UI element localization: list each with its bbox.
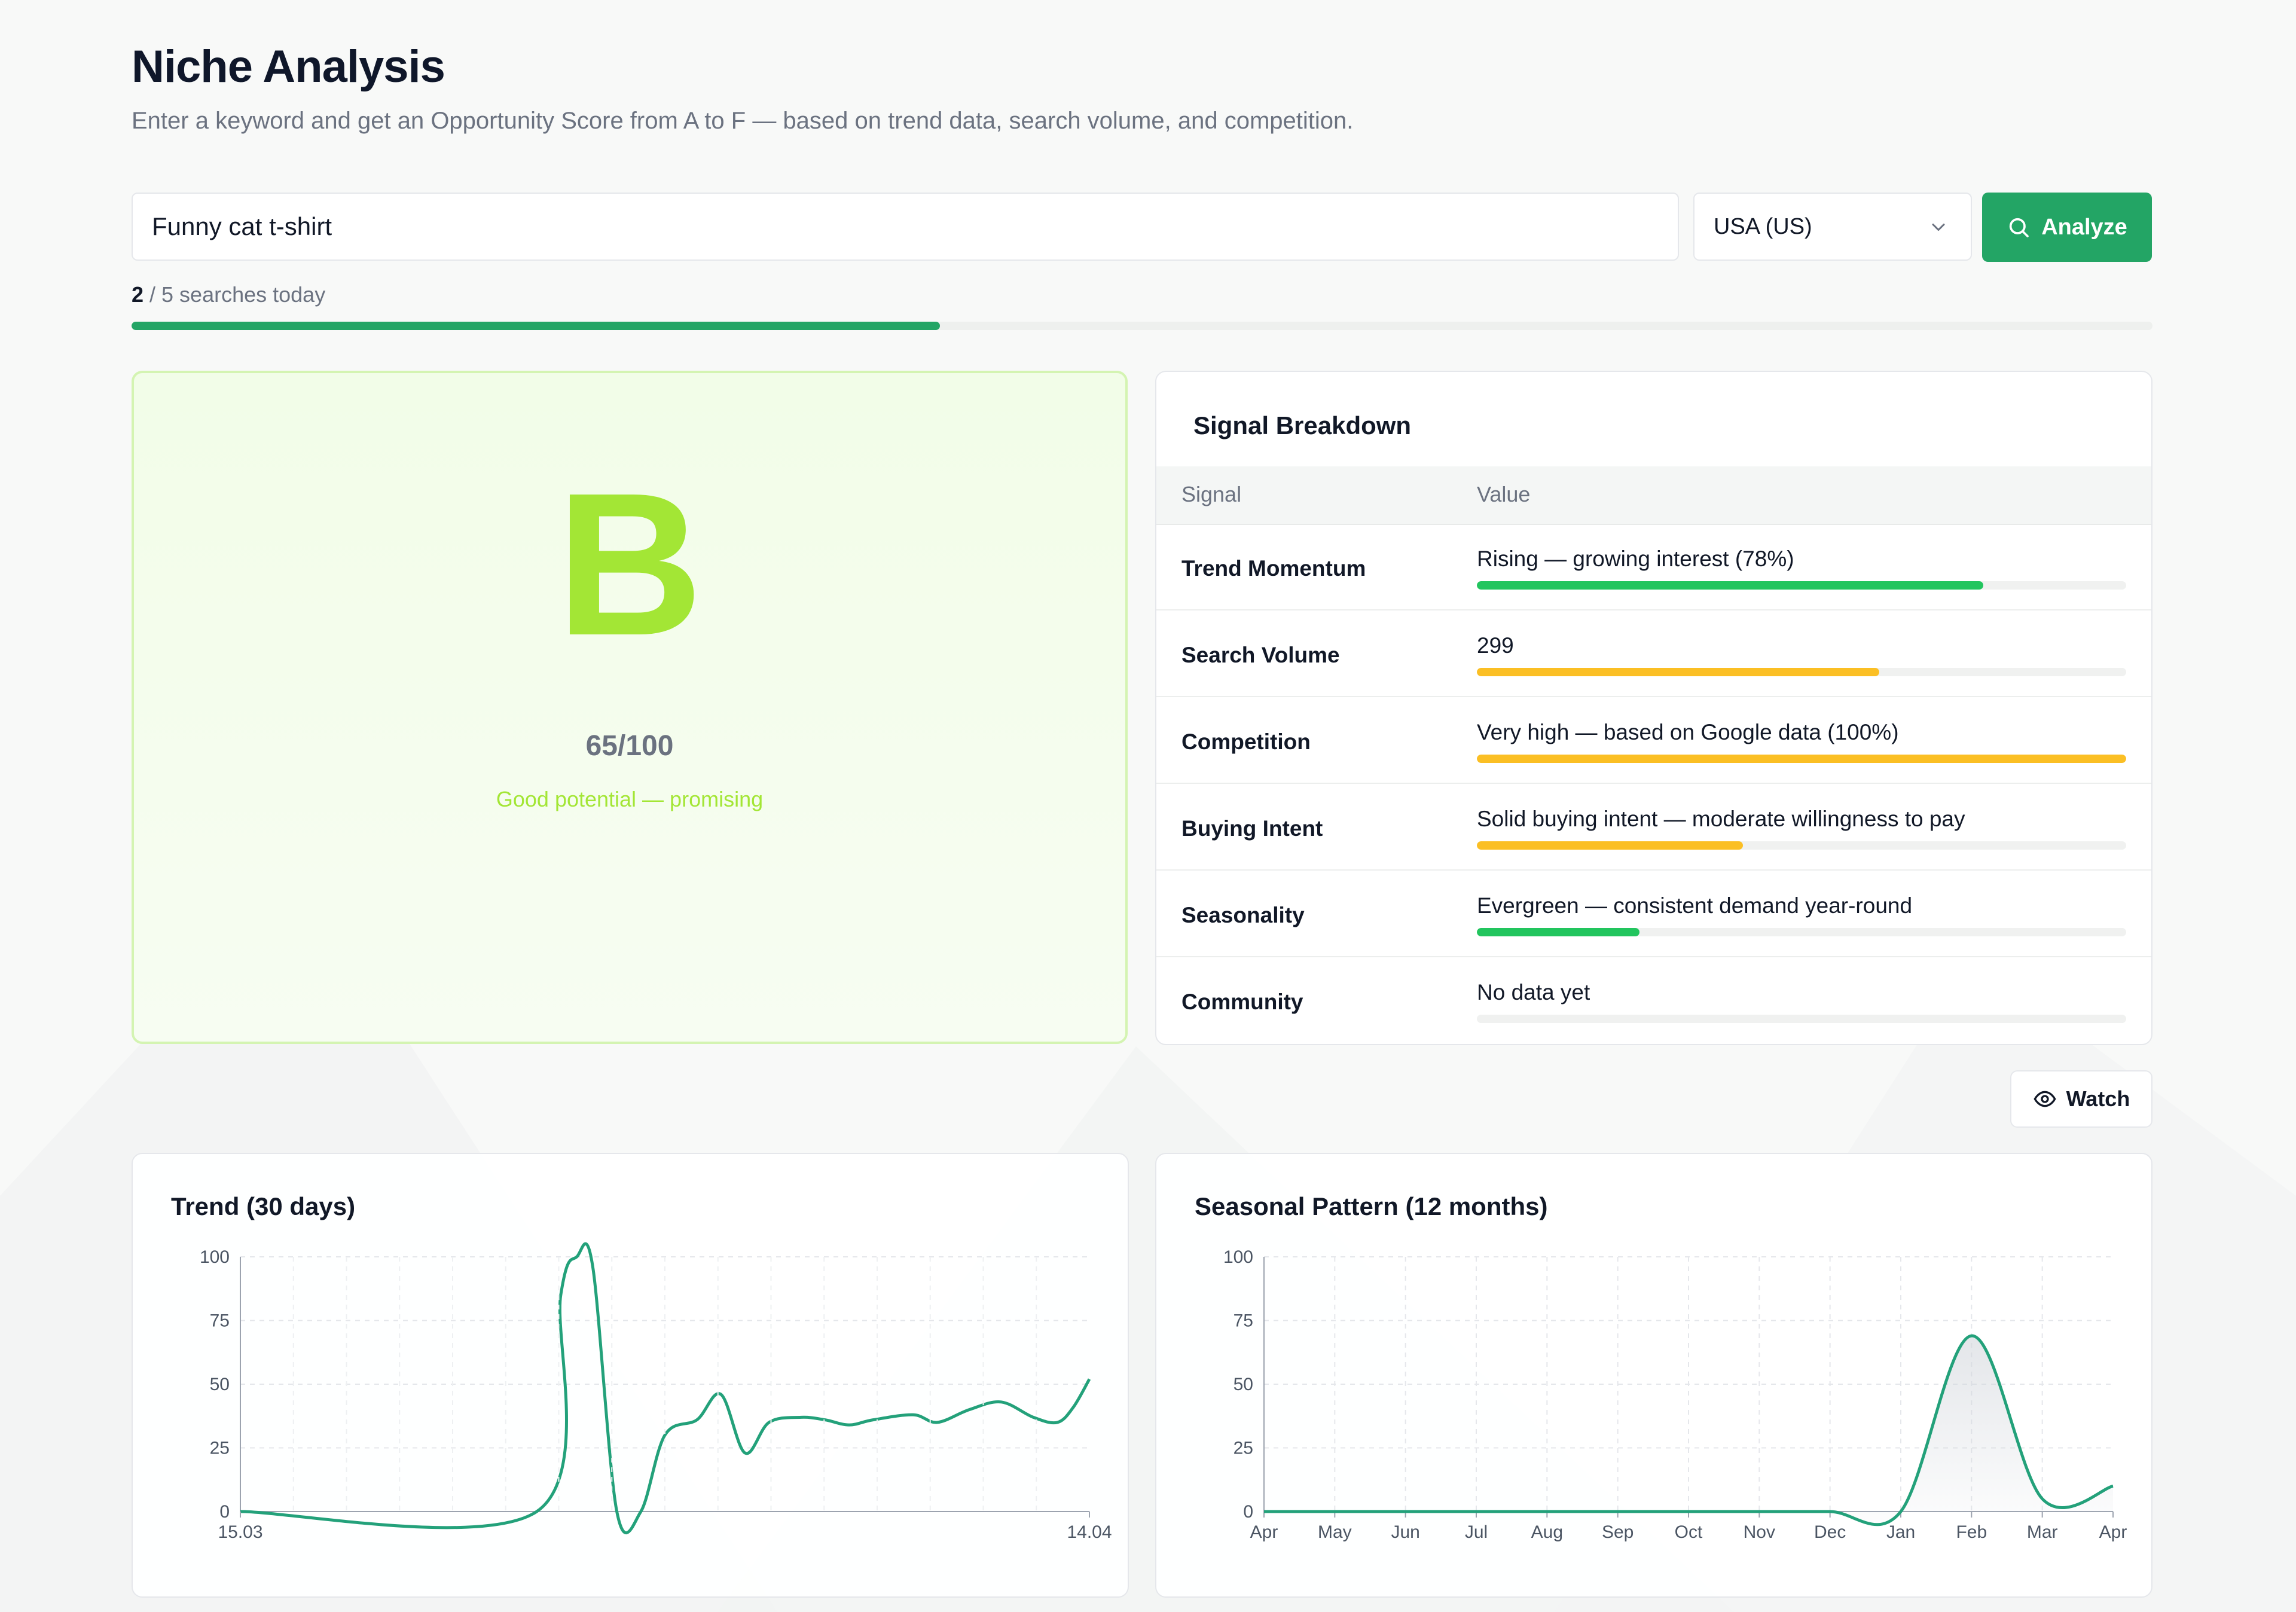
signal-name: Search Volume bbox=[1181, 643, 1340, 667]
opportunity-score: 65/100 bbox=[585, 730, 674, 762]
signal-value: Evergreen — consistent demand year-round bbox=[1477, 893, 1913, 918]
seasonal-chart: 0 25 50 75 100 Apr May Jun Jul Aug Sep Oct Nov Dec Jan… bbox=[1223, 1247, 2127, 1542]
signal-bar-fill bbox=[1477, 581, 1984, 590]
x-tick-label: Jul bbox=[1465, 1522, 1488, 1542]
signal-breakdown-card: Signal Breakdown Signal Value Trend Mome… bbox=[1155, 371, 2152, 1045]
signal-bar bbox=[1477, 928, 2126, 936]
signal-row: Trend Momentum Rising — growing interest … bbox=[1156, 524, 2151, 610]
signal-name: Competition bbox=[1181, 729, 1311, 754]
x-tick-label: Apr bbox=[2099, 1522, 2127, 1542]
grade-description: Good potential — promising bbox=[496, 787, 764, 811]
quota-progress-fill bbox=[132, 322, 940, 330]
column-header-value: Value bbox=[1477, 482, 1531, 506]
x-tick-label: Aug bbox=[1531, 1522, 1563, 1542]
signal-name: Trend Momentum bbox=[1181, 556, 1366, 581]
country-select[interactable]: USA (US) bbox=[1693, 193, 1972, 261]
x-tick-label: Mar bbox=[2027, 1522, 2058, 1542]
quota-used: 2 bbox=[132, 282, 144, 307]
analyze-button[interactable]: Analyze bbox=[1982, 193, 2152, 262]
page-title: Niche Analysis bbox=[132, 41, 445, 92]
x-tick-label: Apr bbox=[1250, 1522, 1278, 1542]
eye-icon bbox=[2034, 1091, 2056, 1107]
watch-button[interactable]: Watch bbox=[2010, 1070, 2152, 1128]
trend-chart: 0 25 50 75 100 15.03 14.04 bbox=[200, 1242, 1112, 1542]
y-tick-label: 75 bbox=[1234, 1311, 1253, 1331]
x-tick-label: 15.03 bbox=[218, 1522, 262, 1542]
quota-progress-bar bbox=[132, 322, 2152, 330]
opportunity-grade-card: B 65/100 Good potential — promising bbox=[132, 371, 1128, 1044]
y-tick-label: 25 bbox=[1234, 1439, 1253, 1458]
search-quota: 2 / 5 searches today bbox=[132, 282, 325, 307]
quota-rest: / 5 searches today bbox=[144, 282, 326, 307]
x-tick-label: Jun bbox=[1391, 1522, 1419, 1542]
signal-bar bbox=[1477, 581, 2126, 590]
signal-bar bbox=[1477, 668, 2126, 676]
signal-row: Buying Intent Solid buying intent — moder… bbox=[1156, 784, 2151, 871]
trend-line bbox=[240, 1242, 1091, 1534]
signal-bar bbox=[1477, 1015, 2126, 1023]
y-tick-label: 25 bbox=[210, 1439, 230, 1458]
signal-bar-fill bbox=[1477, 755, 2126, 763]
y-tick-label: 0 bbox=[219, 1502, 230, 1522]
signal-bar bbox=[1477, 841, 2126, 850]
x-tick-label: Jan bbox=[1886, 1522, 1915, 1542]
x-tick-label: Oct bbox=[1675, 1522, 1703, 1542]
column-header-signal: Signal bbox=[1181, 482, 1242, 506]
y-tick-label: 0 bbox=[1243, 1502, 1253, 1522]
analyze-button-label: Analyze bbox=[2041, 214, 2127, 240]
signal-bar-fill bbox=[1477, 841, 1744, 850]
y-tick-label: 50 bbox=[210, 1375, 230, 1394]
x-tick-label: 14.04 bbox=[1067, 1522, 1112, 1542]
y-tick-label: 100 bbox=[200, 1247, 230, 1267]
country-select-value: USA (US) bbox=[1714, 213, 1812, 239]
signal-bar-fill bbox=[1477, 668, 1880, 676]
y-tick-label: 100 bbox=[1223, 1247, 1253, 1267]
signal-value: 299 bbox=[1477, 633, 1514, 658]
x-tick-label: Feb bbox=[1956, 1522, 1987, 1542]
signal-bar bbox=[1477, 755, 2126, 763]
signal-name: Community bbox=[1181, 990, 1303, 1014]
signal-name: Buying Intent bbox=[1181, 816, 1323, 841]
search-bar: USA (US) Analyze bbox=[132, 193, 2152, 263]
signal-row: Competition Very high — based on Google d… bbox=[1156, 697, 2151, 784]
watch-button-label: Watch bbox=[2066, 1086, 2130, 1111]
signal-value: Rising — growing interest (78%) bbox=[1477, 547, 1794, 571]
seasonal-line bbox=[1264, 1334, 2114, 1526]
seasonal-area bbox=[1264, 1336, 2113, 1525]
trend-chart-card: Trend (30 days) 0 25 50 75 100 15.03 14.04 bbox=[132, 1153, 1129, 1598]
signal-value: Very high — based on Google data (100%) bbox=[1477, 720, 1899, 744]
grade-letter: B bbox=[556, 451, 703, 678]
signal-value: Solid buying intent — moderate willingne… bbox=[1477, 807, 1965, 831]
chevron-down-icon bbox=[1932, 224, 1945, 231]
signal-row: Search Volume 299 bbox=[1156, 610, 2151, 697]
signal-table-header: Signal Value bbox=[1156, 466, 2151, 525]
signal-row: Community No data yet bbox=[1156, 957, 2151, 1044]
y-tick-label: 75 bbox=[210, 1311, 230, 1331]
x-tick-label: Sep bbox=[1602, 1522, 1634, 1542]
x-tick-label: Nov bbox=[1744, 1522, 1775, 1542]
signal-bar-fill bbox=[1477, 928, 1639, 936]
signal-value: No data yet bbox=[1477, 980, 1590, 1005]
signal-name: Seasonality bbox=[1181, 903, 1305, 927]
seasonal-chart-card: Seasonal Pattern (12 months) 0 25 50 75 100 A… bbox=[1155, 1153, 2152, 1598]
trend-chart-title: Trend (30 days) bbox=[171, 1192, 356, 1220]
signal-breakdown-title: Signal Breakdown bbox=[1193, 411, 1412, 439]
signal-row: Seasonality Evergreen — consistent demand… bbox=[1156, 871, 2151, 957]
search-icon bbox=[2010, 218, 2029, 237]
page-subtitle: Enter a keyword and get an Opportunity S… bbox=[132, 108, 1354, 134]
y-tick-label: 50 bbox=[1234, 1375, 1253, 1394]
x-tick-label: May bbox=[1318, 1522, 1352, 1542]
keyword-input[interactable] bbox=[132, 193, 1679, 261]
seasonal-chart-title: Seasonal Pattern (12 months) bbox=[1195, 1192, 1548, 1220]
x-tick-label: Dec bbox=[1814, 1522, 1846, 1542]
